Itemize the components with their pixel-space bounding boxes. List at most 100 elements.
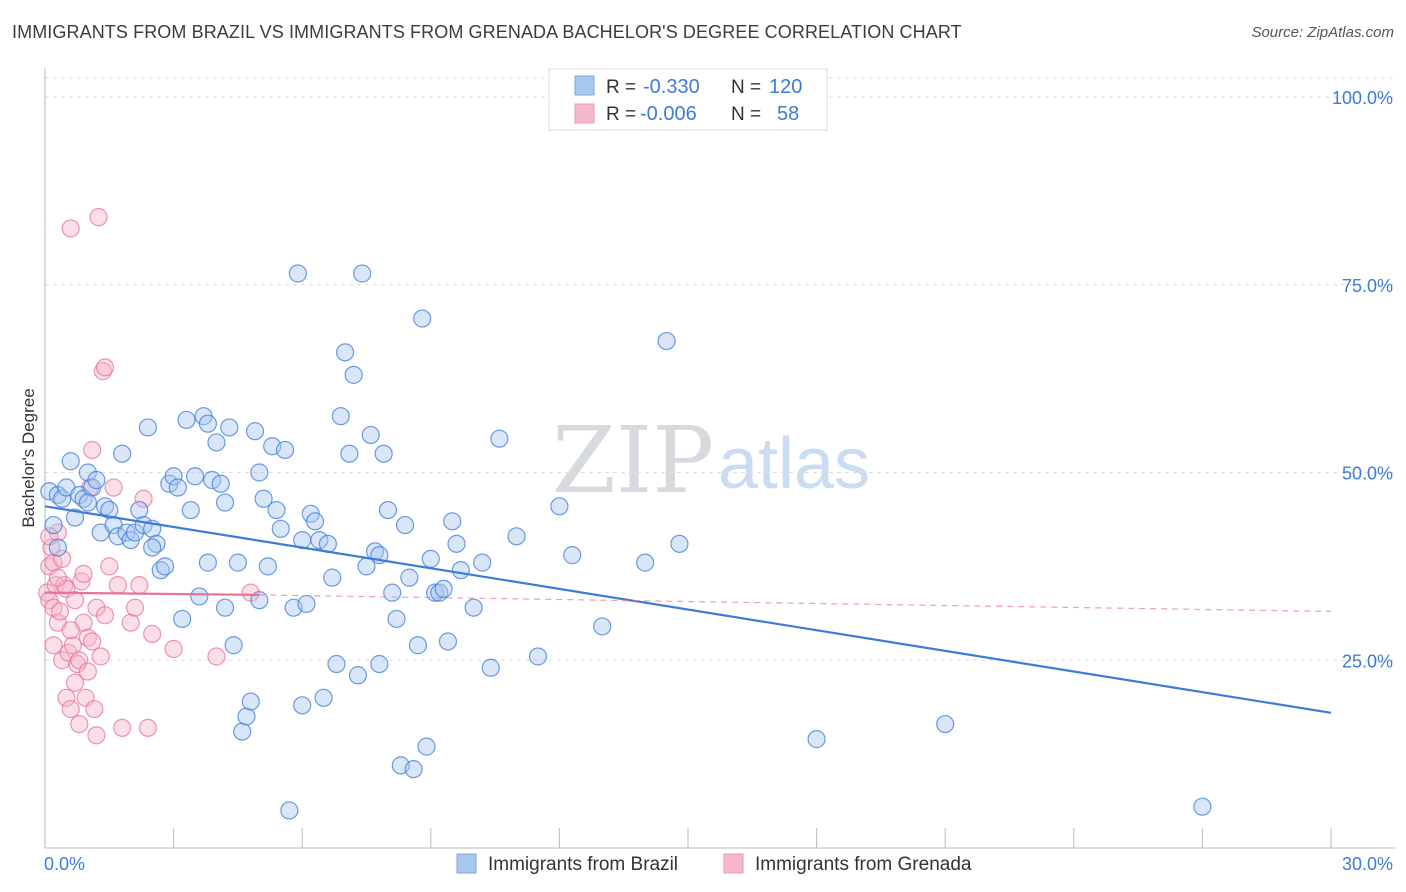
brazil-point <box>344 365 363 384</box>
grenada-point <box>61 621 80 640</box>
legend-series-label-grenada: Immigrants from Grenada <box>755 854 972 875</box>
trend-lines <box>44 505 1332 714</box>
grenada-point <box>104 478 123 497</box>
brazil-point <box>314 688 333 707</box>
brazil-point <box>211 474 230 493</box>
grenada-point <box>53 549 72 568</box>
legend-series-swatch-brazil <box>456 853 477 874</box>
brazil-point <box>421 549 440 568</box>
brazil-point <box>340 444 359 463</box>
legend-stats: R = -0.330 N = 120 R = -0.006 N = 58 <box>548 68 828 131</box>
brazil-point <box>550 497 569 516</box>
grenada-point <box>61 699 80 719</box>
brazil-point <box>215 493 235 512</box>
brazil-point <box>48 538 67 557</box>
brazil-point <box>100 500 119 520</box>
brazil-point <box>323 568 342 587</box>
brazil-point <box>44 515 63 535</box>
brazil-point <box>451 561 470 580</box>
brazil-point <box>87 470 106 490</box>
brazil-point <box>207 433 226 452</box>
grenada-point <box>65 591 85 610</box>
brazil-point <box>670 534 689 553</box>
grenada-point <box>72 572 91 591</box>
brazil-point <box>113 444 132 463</box>
grenada-point <box>89 208 108 227</box>
brazil-point <box>636 553 655 572</box>
brazil-point <box>353 264 372 283</box>
legend-swatch-brazil <box>574 75 595 96</box>
brazil-point <box>254 489 273 508</box>
brazil-point <box>481 658 500 677</box>
watermark-atlas: atlas <box>718 424 870 504</box>
y-tick-label: 25.0% <box>1342 651 1393 671</box>
legend-series-swatch-grenada <box>723 853 744 874</box>
brazil-point <box>413 309 432 328</box>
brazil-point <box>383 583 402 602</box>
grenada-point <box>87 726 106 745</box>
brazil-point <box>245 422 265 441</box>
brazil-point <box>164 467 183 486</box>
grenada-point <box>91 647 110 666</box>
brazil-point <box>1193 797 1212 816</box>
brazil-point <box>593 617 612 636</box>
brazil-point <box>190 587 209 606</box>
brazil-point <box>297 594 316 614</box>
legend-r-value-grenada: -0.006 <box>640 103 697 125</box>
brazil-point <box>528 647 548 666</box>
grenada-point <box>138 718 157 737</box>
brazil-point <box>293 696 312 715</box>
brazil-point <box>258 557 278 576</box>
legend-r-label-brazil: R = <box>606 77 636 98</box>
axes <box>44 68 1395 849</box>
brazil-point <box>198 414 217 433</box>
brazil-point <box>138 418 157 437</box>
source-credit: Source: ZipAtlas.com <box>1251 24 1394 41</box>
legend-swatch-grenada <box>574 103 595 124</box>
brazil-point <box>228 553 247 572</box>
brazil-point <box>130 500 149 520</box>
brazil-point <box>250 463 269 482</box>
x-tick-labels: 0.0% 30.0% <box>44 854 1393 874</box>
brazil-point <box>237 707 256 726</box>
brazil-point <box>335 343 355 362</box>
grenada-point <box>100 557 119 576</box>
y-tick-label: 75.0% <box>1342 276 1393 296</box>
brazil-point <box>327 654 346 674</box>
grenada-point <box>61 219 80 238</box>
legend-n-label-grenada: N = <box>731 104 761 125</box>
grenada-point <box>143 624 162 644</box>
brazil-point <box>177 410 196 430</box>
brazil-point <box>280 801 299 820</box>
grenada-point <box>85 699 104 719</box>
brazil-point <box>657 331 676 351</box>
grenada-point <box>83 440 102 460</box>
brazil-point <box>241 692 260 711</box>
brazil-point <box>936 714 955 734</box>
brazil-point <box>275 440 295 460</box>
brazil-point <box>473 553 492 572</box>
brazil-point <box>220 418 239 437</box>
y-tick-label: 100.0% <box>1332 88 1393 108</box>
brazil-point <box>370 654 389 674</box>
grenada-point <box>42 538 61 557</box>
brazil-point <box>387 609 406 629</box>
grenada-point <box>44 636 63 655</box>
brazil-point <box>65 508 85 527</box>
gridlines <box>45 77 1395 661</box>
grenada-point <box>134 489 153 508</box>
grenada-point <box>130 576 149 595</box>
grenada-point <box>95 358 115 377</box>
legend-series: Immigrants from Brazil Immigrants from G… <box>456 853 972 875</box>
brazil-point <box>361 425 380 445</box>
brazil-point <box>348 666 368 685</box>
brazil-point <box>271 519 290 538</box>
brazil-point <box>404 760 423 779</box>
brazil-point <box>438 632 458 651</box>
brazil-point <box>507 527 526 546</box>
grenada-point <box>207 647 226 666</box>
brazil-points <box>40 264 1212 820</box>
grenada-point <box>63 636 82 655</box>
brazil-point <box>447 534 466 553</box>
brazil-point <box>78 493 97 512</box>
